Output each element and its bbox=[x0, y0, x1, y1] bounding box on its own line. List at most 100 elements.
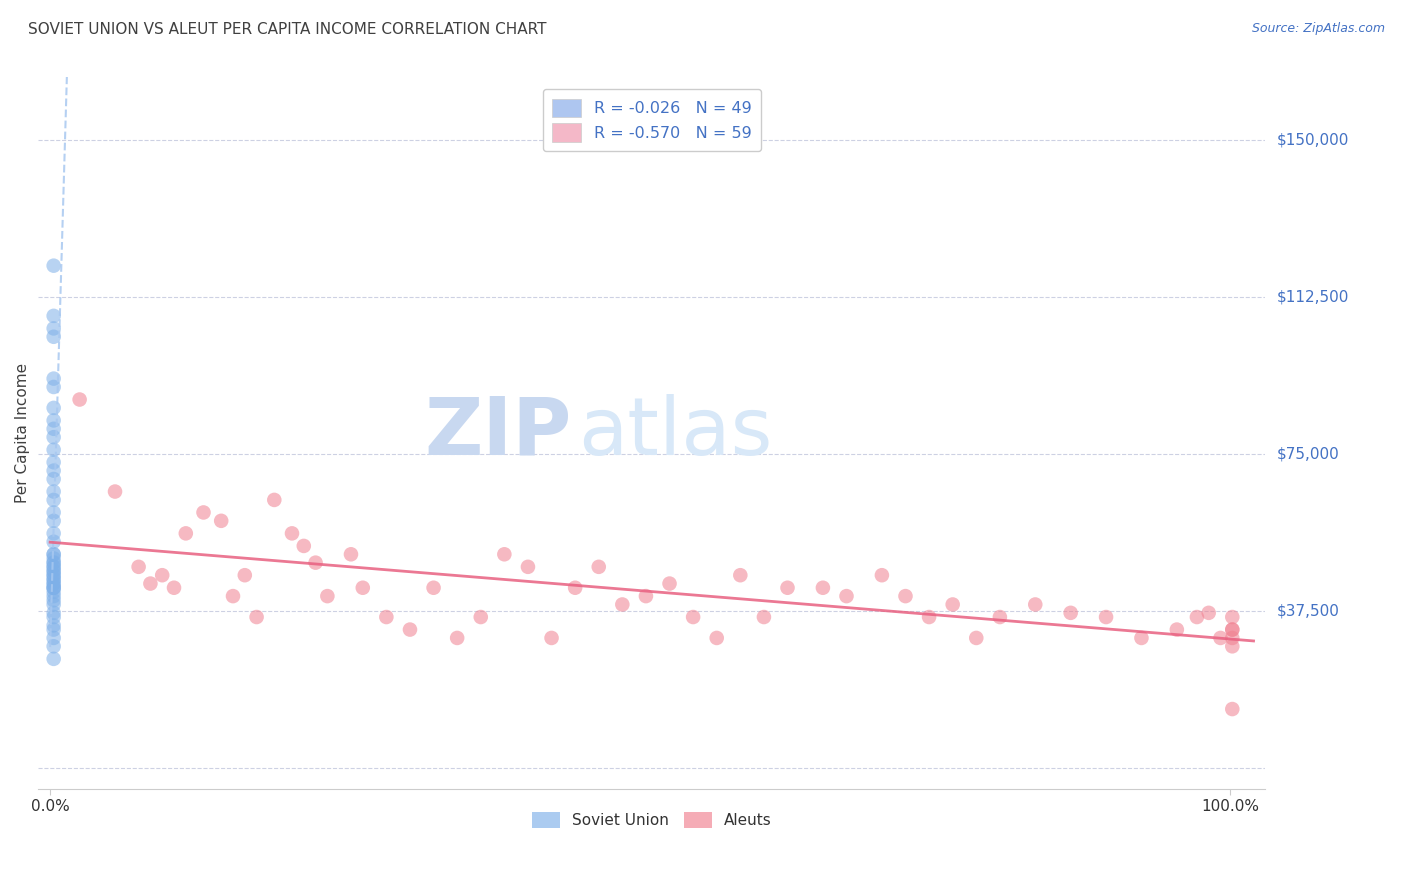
Point bbox=[1220, 640, 1243, 654]
Point bbox=[894, 589, 917, 603]
Point bbox=[835, 589, 858, 603]
Point bbox=[352, 581, 374, 595]
Point bbox=[209, 514, 232, 528]
Point bbox=[612, 598, 634, 612]
Point bbox=[730, 568, 752, 582]
Point bbox=[375, 610, 398, 624]
Point bbox=[42, 321, 65, 335]
Point bbox=[1095, 610, 1118, 624]
Point bbox=[42, 422, 65, 436]
Point bbox=[42, 464, 65, 478]
Point bbox=[42, 640, 65, 654]
Point bbox=[1220, 623, 1243, 637]
Point bbox=[316, 589, 339, 603]
Point bbox=[42, 526, 65, 541]
Point bbox=[1130, 631, 1153, 645]
Point bbox=[42, 559, 65, 574]
Point bbox=[42, 330, 65, 344]
Point bbox=[42, 556, 65, 570]
Text: $112,500: $112,500 bbox=[1277, 290, 1348, 304]
Point bbox=[988, 610, 1011, 624]
Point bbox=[42, 573, 65, 587]
Point bbox=[42, 371, 65, 385]
Point bbox=[470, 610, 492, 624]
Point bbox=[193, 506, 215, 520]
Point bbox=[233, 568, 256, 582]
Point bbox=[42, 401, 65, 415]
Point bbox=[634, 589, 657, 603]
Point bbox=[104, 484, 127, 499]
Point bbox=[340, 547, 363, 561]
Point bbox=[42, 568, 65, 582]
Point bbox=[42, 506, 65, 520]
Point bbox=[1209, 631, 1232, 645]
Point bbox=[588, 559, 610, 574]
Point bbox=[42, 606, 65, 620]
Point bbox=[1198, 606, 1220, 620]
Point bbox=[1166, 623, 1188, 637]
Point bbox=[42, 442, 65, 457]
Point bbox=[42, 598, 65, 612]
Point bbox=[174, 526, 197, 541]
Point bbox=[446, 631, 468, 645]
Point bbox=[42, 610, 65, 624]
Point bbox=[42, 547, 65, 561]
Point bbox=[42, 380, 65, 394]
Point bbox=[42, 623, 65, 637]
Point bbox=[304, 556, 326, 570]
Point bbox=[42, 514, 65, 528]
Point bbox=[42, 652, 65, 666]
Point bbox=[42, 413, 65, 427]
Point bbox=[42, 618, 65, 632]
Point bbox=[42, 581, 65, 595]
Text: Source: ZipAtlas.com: Source: ZipAtlas.com bbox=[1251, 22, 1385, 36]
Text: $37,500: $37,500 bbox=[1277, 603, 1340, 618]
Point bbox=[1220, 610, 1243, 624]
Point bbox=[42, 559, 65, 574]
Text: SOVIET UNION VS ALEUT PER CAPITA INCOME CORRELATION CHART: SOVIET UNION VS ALEUT PER CAPITA INCOME … bbox=[28, 22, 547, 37]
Point bbox=[752, 610, 775, 624]
Text: $150,000: $150,000 bbox=[1277, 133, 1348, 148]
Point bbox=[42, 492, 65, 507]
Point bbox=[42, 564, 65, 578]
Point bbox=[246, 610, 269, 624]
Point bbox=[42, 576, 65, 591]
Point bbox=[42, 551, 65, 566]
Legend: Soviet Union, Aleuts: Soviet Union, Aleuts bbox=[526, 806, 778, 834]
Point bbox=[281, 526, 304, 541]
Point bbox=[42, 585, 65, 599]
Point bbox=[42, 556, 65, 570]
Point bbox=[42, 573, 65, 587]
Point bbox=[517, 559, 540, 574]
Point bbox=[163, 581, 186, 595]
Point bbox=[42, 430, 65, 444]
Point bbox=[494, 547, 516, 561]
Point bbox=[564, 581, 586, 595]
Point bbox=[69, 392, 91, 407]
Point bbox=[42, 484, 65, 499]
Point bbox=[292, 539, 315, 553]
Point bbox=[139, 576, 162, 591]
Point bbox=[682, 610, 704, 624]
Point bbox=[222, 589, 245, 603]
Point bbox=[1220, 631, 1243, 645]
Point bbox=[399, 623, 422, 637]
Point bbox=[1185, 610, 1208, 624]
Text: atlas: atlas bbox=[578, 394, 772, 472]
Point bbox=[1220, 623, 1243, 637]
Point bbox=[918, 610, 941, 624]
Point bbox=[128, 559, 150, 574]
Point bbox=[811, 581, 834, 595]
Point bbox=[42, 589, 65, 603]
Point bbox=[42, 593, 65, 607]
Point bbox=[1024, 598, 1046, 612]
Point bbox=[658, 576, 681, 591]
Point bbox=[42, 568, 65, 582]
Point bbox=[1220, 702, 1243, 716]
Point bbox=[42, 581, 65, 595]
Point bbox=[42, 547, 65, 561]
Point bbox=[263, 492, 285, 507]
Point bbox=[42, 581, 65, 595]
Y-axis label: Per Capita Income: Per Capita Income bbox=[15, 363, 30, 503]
Point bbox=[150, 568, 173, 582]
